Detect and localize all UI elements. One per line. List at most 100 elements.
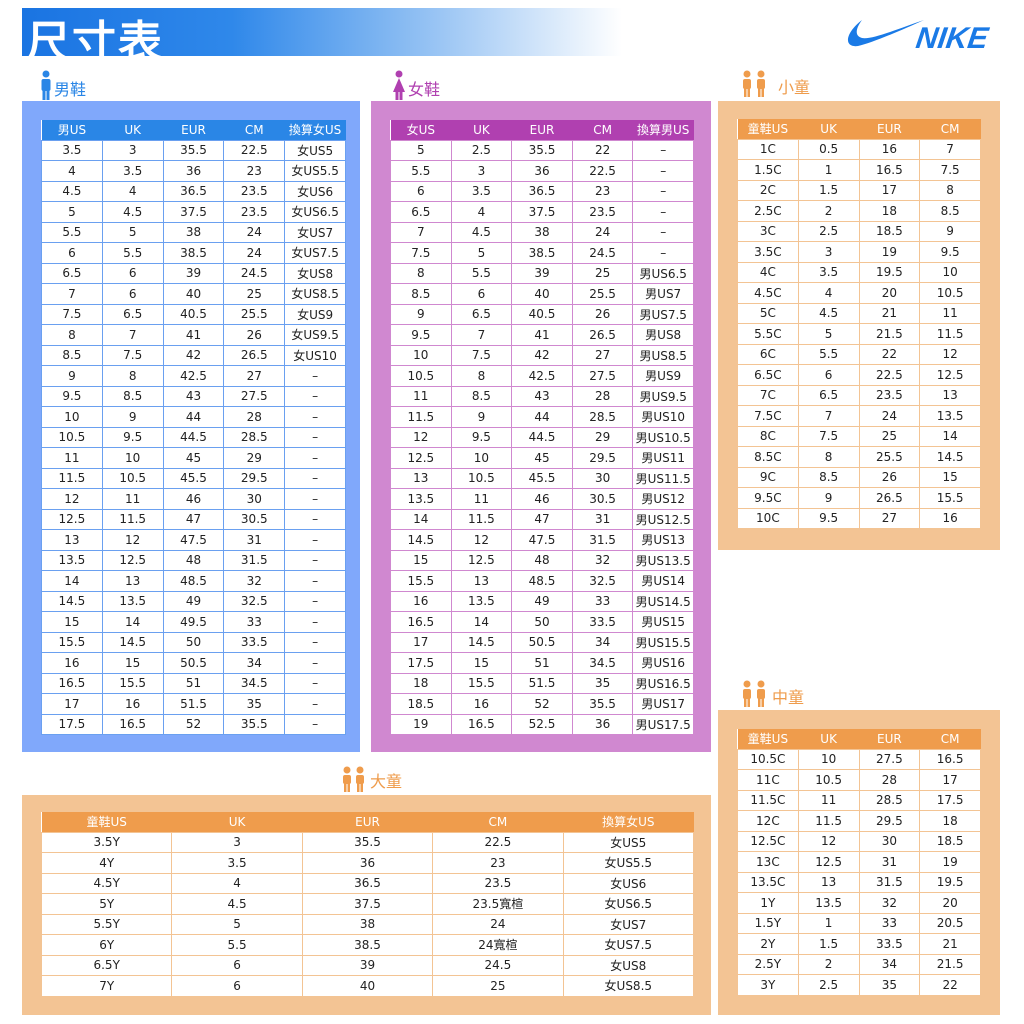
table-cell: – — [632, 139, 694, 161]
table-row: 18 15.5 51.5 35 男US16.5 — [390, 672, 694, 694]
table-cell: 6.5Y — [40, 954, 173, 976]
table-cell: 男US15.5 — [632, 631, 694, 653]
table-cell: 18 — [858, 200, 921, 222]
table-cell: 8 — [41, 324, 103, 346]
children-icon — [743, 680, 765, 707]
table-cell: 女US6.5 — [284, 201, 346, 223]
table-cell: – — [284, 652, 346, 674]
table-cell: 5 — [450, 242, 513, 264]
table-cell: 52.5 — [511, 713, 573, 735]
table-row: 15 12.5 48 32 男US13.5 — [390, 549, 694, 571]
table-cell: 男US8.5 — [632, 344, 694, 366]
table-cell: 46 — [162, 488, 225, 510]
table-cell: – — [632, 180, 694, 202]
table-cell: 女US6 — [284, 180, 346, 202]
children-icon — [343, 766, 364, 792]
table-cell: 9.5 — [390, 324, 452, 346]
table-cell: 30 — [223, 488, 286, 510]
table-cell: 12 — [41, 488, 103, 510]
table-cell: 9.5 — [101, 426, 164, 448]
table-cell: 10 — [797, 748, 860, 770]
table-cell: – — [284, 385, 346, 407]
column-header: CM — [572, 120, 633, 140]
table-row: 13C 12.5 31 19 — [737, 851, 981, 873]
table-row: 8C 7.5 25 14 — [737, 425, 981, 447]
table-row: 7 6 40 25 女US8.5 — [41, 283, 346, 305]
table-cell: 3C — [737, 220, 799, 242]
table-cell: 8.5 — [390, 283, 452, 305]
table-cell: 3 — [101, 139, 164, 161]
table-row: 10.5C 10 27.5 16.5 — [737, 748, 981, 770]
table-cell: 23.5 — [223, 180, 286, 202]
table-cell: 男US9.5 — [632, 385, 694, 407]
table-cell: 女US5 — [562, 831, 695, 853]
table-cell: 40 — [162, 283, 225, 305]
table-cell: 女US7.5 — [562, 934, 695, 956]
table-cell: 24 — [858, 405, 921, 427]
table-cell: 男US16 — [632, 652, 694, 674]
table-cell: 18 — [919, 810, 981, 832]
table-cell: 9 — [450, 406, 513, 428]
table-cell: 3 — [171, 831, 303, 853]
table-cell: 5.5 — [171, 934, 303, 956]
table-cell: 9.5C — [737, 487, 799, 509]
table-cell: 3.5Y — [40, 831, 173, 853]
table-cell: 23.5寬楦 — [432, 893, 564, 915]
table-cell: 27 — [571, 344, 634, 366]
table-cell: 17 — [390, 631, 452, 653]
table-cell: 39 — [162, 262, 225, 284]
table-row: 11C 10.5 28 17 — [737, 769, 981, 791]
table-cell: 13.5 — [101, 590, 164, 612]
table-cell: 6.5 — [390, 201, 452, 223]
table-cell: 10 — [919, 261, 981, 283]
table-cell: 13.5 — [390, 488, 452, 510]
small-kids-title-text: 小童 — [778, 78, 811, 97]
table-cell: 15.5 — [450, 672, 513, 694]
table-cell: 36.5 — [301, 872, 434, 894]
table-row: 15.5 14.5 50 33.5– — [41, 631, 346, 653]
table-cell: 4Y — [40, 852, 173, 874]
table-cell: 40.5 — [162, 303, 225, 325]
table-cell: 18 — [390, 672, 452, 694]
table-cell: 50.5 — [511, 631, 573, 653]
table-cell: 4.5 — [450, 221, 513, 243]
table-row: 16.5 14 50 33.5 男US15 — [390, 611, 694, 633]
table-cell: 36 — [162, 160, 225, 182]
table-row: 13.5 11 46 30.5 男US12 — [390, 488, 694, 510]
table-cell: 18.5 — [390, 693, 452, 715]
table-cell: – — [632, 242, 694, 264]
table-cell: 7 — [450, 324, 513, 346]
column-header: EUR — [859, 729, 920, 749]
table-cell: 28 — [223, 406, 286, 428]
table-cell: 16 — [390, 590, 452, 612]
table-cell: 38 — [511, 221, 573, 243]
table-cell: 8C — [737, 425, 799, 447]
table-cell: 16 — [858, 138, 921, 160]
table-row: 11.5C 11 28.5 17.5 — [737, 789, 981, 811]
table-row: 1.5C 1 16.5 7.5 — [737, 159, 981, 181]
table-cell: 29.5 — [858, 810, 921, 832]
table-row: 16 13.5 49 33 男US14.5 — [390, 590, 694, 612]
table-row: 1C 0.5 16 7 — [737, 138, 981, 160]
table-cell: 11C — [737, 769, 799, 791]
table-cell: 5Y — [40, 893, 173, 915]
table-cell: 4.5Y — [40, 872, 173, 894]
table-cell: 11 — [797, 789, 860, 811]
table-cell: 15.5 — [41, 631, 103, 653]
table-row: 11.5 9 44 28.5 男US10 — [390, 406, 694, 428]
table-cell: 42.5 — [511, 365, 573, 387]
table-cell: 5 — [101, 221, 164, 243]
table-cell: 28 — [571, 385, 634, 407]
table-cell: 3.5 — [797, 261, 860, 283]
table-row: 14.5 12 47.5 31.5 男US13 — [390, 529, 694, 551]
table-cell: 1.5 — [797, 179, 860, 201]
table-cell: 22 — [571, 139, 634, 161]
table-row: 9C 8.5 26 15 — [737, 466, 981, 488]
page-title: 尺寸表 — [26, 17, 164, 68]
table-cell: 4 — [171, 872, 303, 894]
table-cell: 52 — [162, 713, 225, 735]
table-cell: 43 — [511, 385, 573, 407]
mid-kids-section-title: 中童 — [740, 680, 804, 708]
table-cell: 3.5 — [171, 852, 303, 874]
table-cell: 22 — [858, 343, 921, 365]
